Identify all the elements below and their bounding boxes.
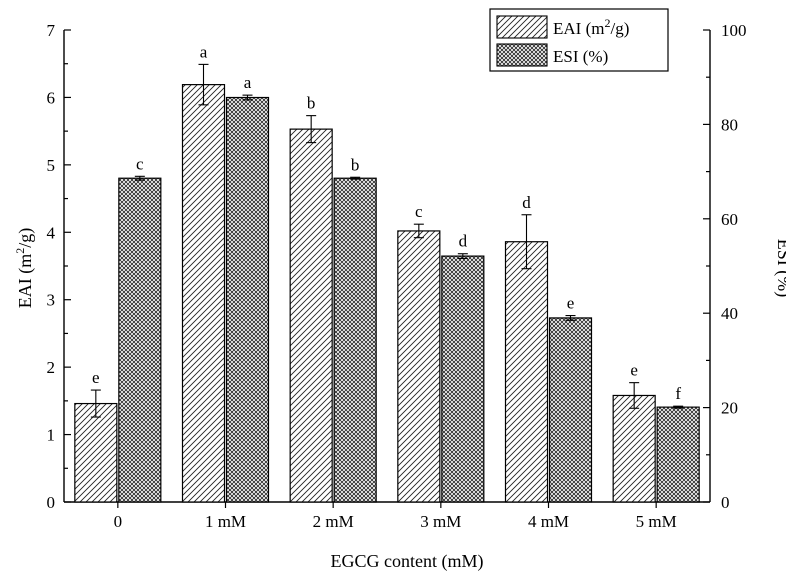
y-axis-left-title-sup: 2 (13, 248, 27, 254)
bar-esi (225, 96, 270, 503)
legend-label-eai-prefix: EAI (m (553, 19, 604, 38)
y-right-tick-label: 100 (721, 21, 747, 40)
y-axis-left-title-suffix: /g) (15, 228, 36, 248)
x-tick-label: 5 mM (636, 512, 677, 531)
y-left-tick-label: 6 (47, 88, 56, 107)
significance-label: d (522, 193, 531, 212)
bar-esi (118, 177, 162, 503)
bar-esi (333, 177, 377, 503)
significance-label: e (630, 361, 638, 380)
bars (74, 63, 700, 503)
significance-label: c (136, 154, 144, 173)
significance-label: f (675, 384, 681, 403)
x-tick-label: 2 mM (313, 512, 354, 531)
legend-label-eai-suffix: /g) (610, 19, 629, 38)
y-left-tick-label: 3 (47, 291, 56, 310)
y-left-tick-label: 0 (47, 493, 56, 512)
legend-label-esi: ESI (%) (553, 47, 608, 66)
x-tick-label: 3 mM (420, 512, 461, 531)
y-right-tick-label: 40 (721, 304, 738, 323)
bar-esi (441, 255, 485, 503)
y-left-tick-label: 1 (47, 426, 56, 445)
y-left-tick-label: 5 (47, 156, 56, 175)
y-left-tick-label: 4 (47, 223, 56, 242)
axes: 0 1 2 3 4 5 6 7 0 20 40 60 80 100 0 1 mM 2 mM 3 mM 4 mM 5 m… (47, 21, 747, 531)
x-axis-title: EGCG content (mM) (331, 551, 484, 572)
x-tick-label: 0 (114, 512, 123, 531)
x-tick-label: 1 mM (205, 512, 246, 531)
bar-eai (397, 230, 441, 503)
y-right-tick-label: 0 (721, 493, 730, 512)
y-left-tick-label: 2 (47, 358, 56, 377)
significance-label: b (307, 94, 316, 113)
bar-eai (289, 128, 333, 503)
legend-swatch-eai (496, 15, 548, 39)
bar-eai (504, 241, 549, 503)
bar-esi (656, 406, 700, 503)
bar-eai (612, 394, 656, 503)
y-right-tick-label: 80 (721, 115, 738, 134)
bar-esi (548, 317, 593, 503)
bar-eai (181, 84, 226, 503)
significance-label: a (200, 42, 208, 61)
legend-swatch-esi (496, 43, 548, 67)
legend: EAI (m2/g) ESI (%) (489, 8, 669, 72)
y-left-tick-label: 7 (47, 21, 56, 40)
y-axis-left-title-prefix: EAI (m (15, 254, 36, 308)
x-tick-label: 4 mM (528, 512, 569, 531)
significance-label: d (459, 232, 468, 251)
significance-label: e (567, 294, 575, 313)
y-right-tick-label: 20 (721, 399, 738, 418)
significance-label: c (415, 202, 423, 221)
y-right-tick-label: 60 (721, 210, 738, 229)
significance-label: b (351, 155, 360, 174)
legend-label-eai: EAI (m2/g) (553, 16, 629, 38)
labels: e c a a b b c d d e e f (92, 42, 681, 403)
bar-eai (74, 402, 118, 503)
significance-label: a (244, 73, 252, 92)
significance-label: e (92, 368, 100, 387)
y-axis-right-title: ESI (%) (773, 239, 786, 297)
legend-label-eai-sup: 2 (604, 16, 610, 30)
y-axis-left-title: EAI (m2/g) (13, 228, 36, 308)
